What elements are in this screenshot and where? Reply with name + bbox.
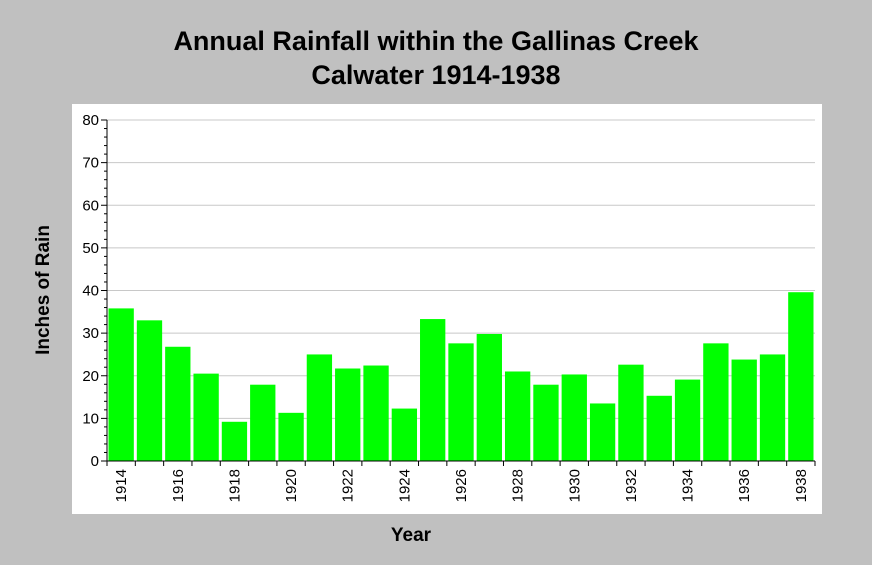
bar-1924	[391, 408, 418, 461]
bar-1918	[221, 421, 248, 461]
axes	[101, 119, 816, 466]
y-tick-label: 10	[82, 410, 99, 427]
x-tick-label: 1920	[283, 469, 300, 502]
x-tick-label: 1936	[736, 469, 753, 502]
x-axis-label: Year	[391, 525, 432, 546]
x-tick-label: 1916	[170, 469, 187, 502]
bar-1928	[504, 371, 531, 461]
bars	[108, 292, 814, 461]
x-tick-label: 1924	[396, 469, 413, 502]
x-tick-label: 1934	[680, 469, 697, 502]
bar-1915	[136, 320, 163, 461]
bar-1934	[674, 379, 701, 461]
y-tick-label: 30	[82, 325, 99, 342]
bar-1932	[618, 364, 644, 461]
bar-1933	[646, 395, 672, 461]
bar-1921	[306, 354, 333, 461]
chart-title-line-1: Annual Rainfall within the Gallinas Cree…	[173, 26, 699, 56]
x-tick-label: 1938	[793, 469, 810, 502]
bar-1926	[448, 343, 474, 461]
bar-1920	[278, 412, 304, 461]
x-tick-label: 1922	[340, 469, 357, 502]
y-tick-labels: 0 10 20 30 40 50 60 70 80	[82, 112, 99, 470]
y-tick-label: 80	[82, 112, 99, 129]
x-tick-label: 1932	[623, 469, 640, 502]
x-tick-label: 1926	[453, 469, 470, 502]
bar-1930	[561, 374, 587, 461]
bar-1917	[193, 373, 219, 461]
bar-1914	[108, 308, 134, 461]
chart-title-line-2: Calwater 1914-1938	[311, 60, 561, 90]
y-tick-label: 70	[82, 155, 99, 172]
bar-1936	[731, 359, 757, 461]
bar-1922	[335, 368, 361, 461]
x-tick-label: 1914	[113, 469, 130, 502]
bar-1927	[476, 333, 502, 461]
bar-1916	[165, 346, 191, 461]
x-tick-label: 1918	[226, 469, 243, 502]
bar-1937	[759, 354, 786, 461]
y-tick-label: 50	[82, 240, 99, 257]
bar-1938	[788, 292, 814, 461]
chart-title: Annual Rainfall within the Gallinas Cree…	[0, 24, 872, 92]
x-tick-label: 1928	[510, 469, 527, 502]
x-tick-labels: 1914 1916 1918 1920 1922 1924 1926 1928 1930 1932…	[113, 469, 810, 502]
bar-1925	[420, 319, 446, 461]
bar-1931	[589, 403, 616, 461]
y-tick-label: 60	[82, 197, 99, 214]
y-tick-label: 40	[82, 283, 99, 300]
bar-1935	[703, 343, 729, 461]
y-tick-label: 20	[82, 368, 99, 385]
y-tick-label: 0	[91, 453, 99, 470]
x-tick-label: 1930	[566, 469, 583, 502]
bar-1923	[363, 365, 389, 461]
bar-1919	[250, 384, 276, 461]
bar-1929	[533, 384, 559, 461]
y-axis-label: Inches of Rain	[33, 225, 54, 355]
